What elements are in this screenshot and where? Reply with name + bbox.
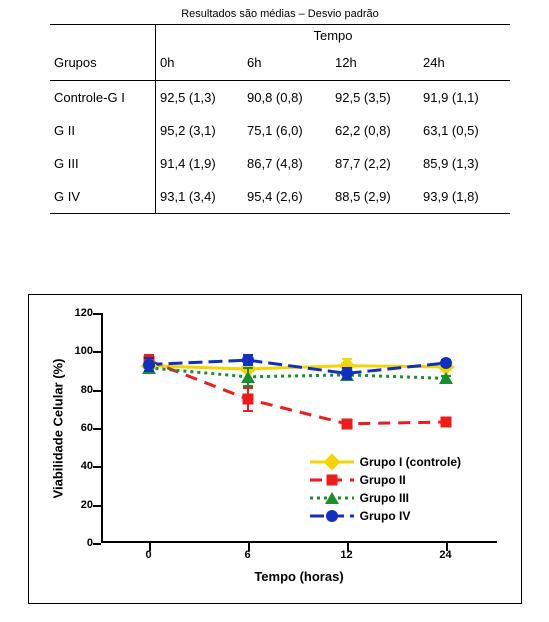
legend-item-g1: Grupo I (controle) [310,453,461,471]
table-row: G IV 93,1 (3,4) 95,4 (2,6) 88,5 (2,9) 93… [50,180,510,213]
y-tick [93,351,101,353]
cell: 92,5 (3,5) [331,81,419,114]
square-marker-icon [242,394,253,405]
square-marker-icon [341,418,352,429]
triangle-marker-icon [439,372,453,384]
x-tick-label: 6 [244,549,250,561]
circle-marker-icon [440,357,452,369]
cell: 91,9 (1,1) [419,81,507,114]
row-label: G III [50,147,155,180]
table-super-header: Tempo [50,25,510,49]
table-header-row: Grupos 0h 6h 12h 24h [50,49,510,80]
y-tick [93,313,101,315]
legend-label: Grupo III [360,491,409,505]
col-12h: 12h [331,49,419,80]
legend-swatch [310,491,354,505]
circle-marker-icon [242,354,254,366]
cell: 91,4 (1,9) [155,147,243,180]
circle-marker-icon [143,359,155,371]
col-24h: 24h [419,49,507,80]
x-axis-label: Tempo (horas) [101,569,497,584]
cell: 95,2 (3,1) [155,114,243,147]
x-tick-label: 12 [340,549,352,561]
error-cap [243,367,253,369]
row-label: G II [50,114,155,147]
y-tick-label: 0 [63,537,93,549]
cell: 63,1 (0,5) [419,114,507,147]
cell: 75,1 (6,0) [243,114,331,147]
triangle-marker-icon [325,492,339,504]
cell: 95,4 (2,6) [243,180,331,213]
circle-marker-icon [326,510,338,522]
series-line-g2 [149,361,446,424]
legend: Grupo I (controle) Grupo II Grupo III Grupo… [310,453,461,525]
cell: 92,5 (1,3) [155,81,243,114]
error-cap [243,410,253,412]
cell: 87,7 (2,2) [331,147,419,180]
cell: 93,9 (1,8) [419,180,507,213]
legend-label: Grupo I (controle) [360,455,461,469]
y-tick [93,466,101,468]
y-tick [93,428,101,430]
cell: 93,1 (3,4) [155,180,243,213]
x-tick-label: 24 [439,549,451,561]
error-cap [243,385,253,387]
plot-area: Tempo (horas) Viabilidade Celular (%) Gr… [101,313,497,543]
legend-item-g4: Grupo IV [310,507,461,525]
y-tick-label: 60 [63,422,93,434]
y-tick-label: 20 [63,499,93,511]
legend-item-g2: Grupo II [310,471,461,489]
table-bottom-rule [50,213,510,214]
row-label: Controle-G I [50,81,155,114]
triangle-marker-icon [241,371,255,383]
y-tick [93,543,101,545]
table-row: G II 95,2 (3,1) 75,1 (6,0) 62,2 (0,8) 63… [50,114,510,147]
table-row: G III 91,4 (1,9) 86,7 (4,8) 87,7 (2,2) 8… [50,147,510,180]
y-tick-label: 40 [63,460,93,472]
y-tick-label: 120 [63,307,93,319]
cell: 62,2 (0,8) [331,114,419,147]
y-tick-label: 100 [63,345,93,357]
legend-label: Grupo IV [360,509,411,523]
legend-item-g3: Grupo III [310,489,461,507]
y-tick [93,390,101,392]
data-table: Resultados são médias – Desvio padrão Te… [50,8,510,214]
circle-marker-icon [341,367,353,379]
col-0h: 0h [155,49,243,80]
viability-chart: Tempo (horas) Viabilidade Celular (%) Gr… [28,294,522,604]
cell: 90,8 (0,8) [243,81,331,114]
cell: 85,9 (1,3) [419,147,507,180]
legend-swatch [310,509,354,523]
square-marker-icon [440,417,451,428]
col-6h: 6h [243,49,331,80]
y-tick-label: 80 [63,384,93,396]
cell: 86,7 (4,8) [243,147,331,180]
x-tick-label: 0 [145,549,151,561]
square-marker-icon [326,475,337,486]
legend-swatch [310,473,354,487]
table-caption: Resultados são médias – Desvio padrão [50,8,510,20]
legend-swatch [310,455,354,469]
groups-header: Grupos [50,49,155,80]
y-tick [93,505,101,507]
legend-label: Grupo II [360,473,406,487]
table-corner-blank [50,25,155,49]
cell: 88,5 (2,9) [331,180,419,213]
table-row: Controle-G I 92,5 (1,3) 90,8 (0,8) 92,5 … [50,81,510,114]
time-header: Tempo [155,25,510,49]
row-label: G IV [50,180,155,213]
